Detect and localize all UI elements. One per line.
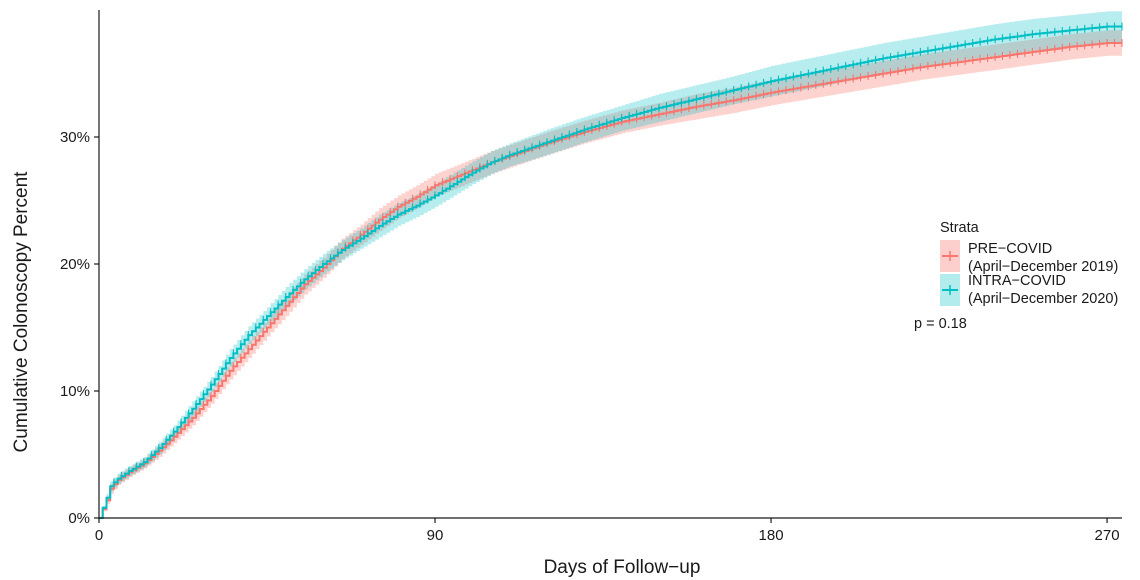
y-tick-label: 10% xyxy=(60,383,90,400)
x-tick-label: 180 xyxy=(759,527,784,544)
x-axis-title: Days of Follow−up xyxy=(544,557,701,578)
y-tick-label: 20% xyxy=(60,256,90,273)
legend-label-intra-covid-line1: INTRA−COVID xyxy=(968,273,1066,289)
censor-marks-pre-covid xyxy=(113,39,1123,489)
legend-key-intra-covid xyxy=(940,274,960,306)
x-tick-label: 0 xyxy=(95,527,103,544)
x-ticks: 0 90 180 270 xyxy=(95,518,1120,544)
legend-title: Strata xyxy=(940,220,980,236)
legend-label-pre-covid-line1: PRE−COVID xyxy=(968,241,1052,257)
legend: Strata PRE−COVID (April−December 2019) I… xyxy=(940,220,1118,307)
legend-label-intra-covid-line2: (April−December 2020) xyxy=(968,291,1118,307)
p-value-annotation: p = 0.18 xyxy=(914,316,967,332)
y-ticks: 0% 10% 20% 30% xyxy=(60,129,99,527)
x-tick-label: 90 xyxy=(427,527,444,544)
x-tick-label: 270 xyxy=(1095,527,1120,544)
legend-key-pre-covid xyxy=(940,240,960,272)
confidence-band-pre-covid xyxy=(99,30,1122,519)
y-tick-label: 0% xyxy=(68,510,90,527)
y-tick-label: 30% xyxy=(60,129,90,146)
confidence-band-intra-covid xyxy=(99,11,1122,519)
confidence-bands xyxy=(99,11,1122,519)
censor-marks-intra-covid xyxy=(113,22,1123,487)
legend-label-pre-covid-line2: (April−December 2019) xyxy=(968,259,1118,275)
y-axis-title: Cumulative Colonoscopy Percent xyxy=(11,171,32,453)
censor-marks xyxy=(113,22,1123,489)
